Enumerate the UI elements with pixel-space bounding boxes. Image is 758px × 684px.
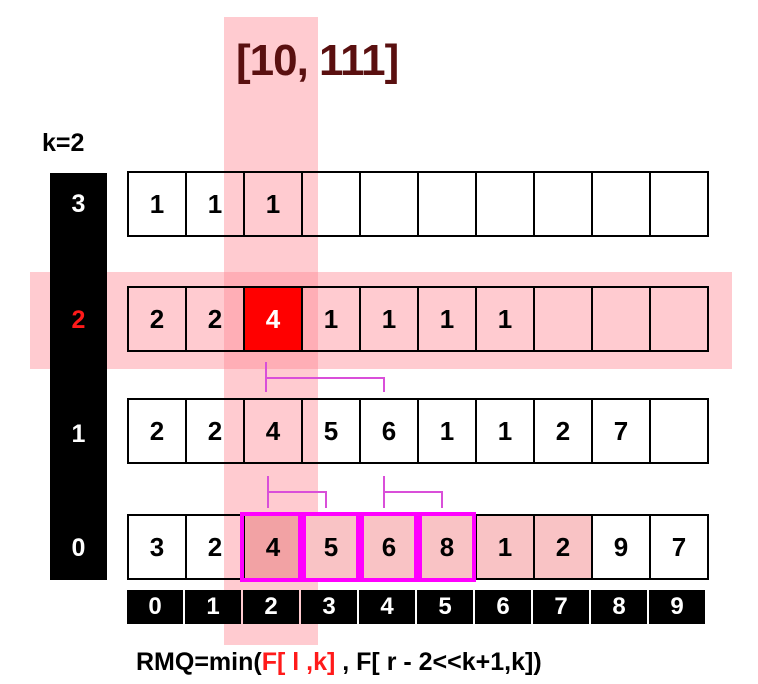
cell-l0-0: 3 — [129, 514, 187, 580]
cell-l1-3: 5 — [303, 398, 361, 464]
cell-l3-8 — [593, 171, 651, 237]
cell-l2-2-selected: 4 — [245, 286, 303, 352]
cell-l3-5 — [419, 171, 477, 237]
rmq-formula: RMQ=min(F[ l ,k] , F[ r - 2<<k+1,k]) — [136, 648, 542, 677]
formula-red-part: F[ l ,k] — [261, 648, 336, 676]
cell-l0-9: 7 — [651, 514, 709, 580]
index-9: 9 — [649, 590, 705, 624]
cell-l1-5: 1 — [419, 398, 477, 464]
cell-l2-1: 2 — [187, 286, 245, 352]
cell-l3-7 — [535, 171, 593, 237]
cell-l1-8: 7 — [593, 398, 651, 464]
index-6: 6 — [475, 590, 531, 624]
level-label-3: 3 — [71, 190, 86, 218]
cell-l3-3 — [303, 171, 361, 237]
cell-l2-0: 2 — [129, 286, 187, 352]
index-3: 3 — [301, 590, 357, 624]
level-label-0: 0 — [71, 534, 86, 562]
index-8: 8 — [591, 590, 647, 624]
cell-l0-1: 2 — [187, 514, 245, 580]
formula-rest: , F[ r - 2<<k+1,k]) — [335, 648, 542, 676]
cell-l2-8 — [593, 286, 651, 352]
cell-l1-6: 1 — [477, 398, 535, 464]
bracket-level1-left — [267, 476, 327, 508]
cell-l0-6: 1 — [477, 514, 535, 580]
formula-prefix: RMQ=min( — [136, 648, 262, 676]
sparse-table-row-level-2: 2 2 4 1 1 1 1 — [127, 286, 709, 352]
cell-l2-7 — [535, 286, 593, 352]
cell-l3-2: 1 — [245, 171, 303, 237]
cell-l2-5: 1 — [419, 286, 477, 352]
cell-l0-5: 8 — [419, 514, 477, 580]
index-4: 4 — [359, 590, 415, 624]
sparse-table-row-level-3: 1 1 1 — [127, 171, 709, 237]
bracket-level1-right — [383, 476, 443, 508]
index-5: 5 — [417, 590, 473, 624]
cell-l2-6: 1 — [477, 286, 535, 352]
cell-l1-1: 2 — [187, 398, 245, 464]
cell-l3-1: 1 — [187, 171, 245, 237]
index-7: 7 — [533, 590, 589, 624]
range-title: [10, 111] — [236, 36, 399, 85]
index-0: 0 — [127, 590, 183, 624]
level-label-2: 2 — [71, 306, 86, 334]
index-2: 2 — [243, 590, 299, 624]
cell-l2-3: 1 — [303, 286, 361, 352]
cell-l2-9 — [651, 286, 709, 352]
level-column — [50, 173, 107, 580]
row-highlight-band — [30, 272, 732, 369]
cell-l1-7: 2 — [535, 398, 593, 464]
cell-l2-4: 1 — [361, 286, 419, 352]
cell-l0-7: 2 — [535, 514, 593, 580]
index-1: 1 — [185, 590, 241, 624]
index-row: 0 1 2 3 4 5 6 7 8 9 — [127, 590, 707, 624]
level-label-1: 1 — [71, 420, 86, 448]
cell-l3-6 — [477, 171, 535, 237]
cell-l1-2: 4 — [245, 398, 303, 464]
cell-l1-0: 2 — [129, 398, 187, 464]
cell-l3-4 — [361, 171, 419, 237]
cell-l1-4: 6 — [361, 398, 419, 464]
bracket-level2-to-level1 — [265, 362, 385, 392]
cell-l3-9 — [651, 171, 709, 237]
cell-l3-0: 1 — [129, 171, 187, 237]
k-label: k=2 — [42, 129, 85, 157]
cell-l1-9 — [651, 398, 709, 464]
sparse-table-row-level-0: 3 2 4 5 6 8 1 2 9 7 — [127, 514, 709, 580]
sparse-table-row-level-1: 2 2 4 5 6 1 1 2 7 — [127, 398, 709, 464]
cell-l0-8: 9 — [593, 514, 651, 580]
